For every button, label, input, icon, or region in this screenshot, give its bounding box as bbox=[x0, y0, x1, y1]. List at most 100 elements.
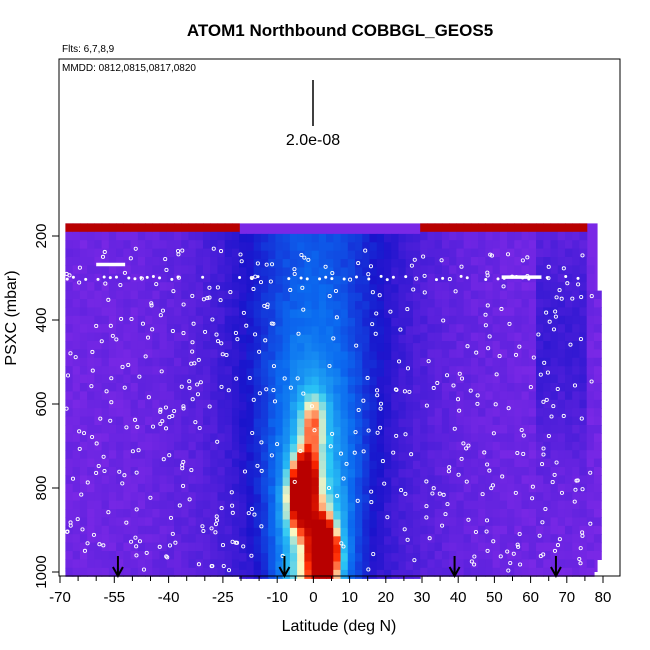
heatmap-cell bbox=[195, 416, 204, 426]
heatmap-cell bbox=[275, 569, 284, 579]
heatmap-cell bbox=[572, 383, 581, 392]
heatmap-cell bbox=[152, 307, 161, 317]
heatmap-cell bbox=[449, 492, 457, 502]
heatmap-cell bbox=[427, 349, 436, 359]
heatmap-cell bbox=[340, 569, 349, 579]
heatmap-cell bbox=[340, 334, 349, 344]
flight-marker bbox=[394, 433, 399, 438]
heatmap-cell bbox=[499, 408, 508, 418]
heatmap-cell bbox=[355, 250, 363, 260]
heatmap-cell bbox=[260, 233, 269, 243]
heatmap-cell bbox=[507, 332, 515, 342]
heatmap-cell bbox=[65, 391, 74, 401]
heatmap-cell bbox=[260, 544, 269, 554]
heatmap-cell bbox=[427, 299, 436, 308]
flight-marker bbox=[241, 544, 246, 549]
heatmap-cell bbox=[478, 399, 486, 409]
heatmap-cell bbox=[224, 433, 233, 443]
heatmap-cell bbox=[536, 416, 544, 426]
flight-marker bbox=[457, 408, 462, 413]
heatmap-cell bbox=[391, 401, 400, 411]
heatmap-cell bbox=[145, 559, 153, 569]
heatmap-cell bbox=[499, 559, 508, 569]
heatmap-cell bbox=[224, 307, 233, 317]
heatmap-cell bbox=[289, 401, 298, 411]
heatmap-cell bbox=[210, 525, 219, 535]
heatmap-cell bbox=[572, 282, 581, 292]
heatmap-cell bbox=[311, 385, 320, 395]
heatmap-cell bbox=[593, 290, 602, 300]
flight-marker bbox=[538, 554, 543, 559]
heatmap-cell bbox=[174, 357, 182, 367]
heatmap-cell bbox=[145, 441, 153, 451]
heatmap-cell bbox=[181, 433, 190, 443]
heatmap-cell bbox=[123, 534, 132, 544]
heatmap-cell bbox=[65, 492, 74, 502]
heatmap-cell bbox=[376, 326, 385, 336]
heatmap-cell bbox=[246, 326, 255, 336]
heatmap-cell bbox=[188, 509, 197, 518]
heatmap-cell bbox=[181, 458, 190, 468]
heatmap-cell bbox=[543, 542, 552, 552]
heatmap-cell bbox=[369, 284, 378, 294]
heatmap-cell bbox=[79, 315, 88, 325]
heatmap-cell bbox=[557, 223, 566, 233]
heatmap-cell bbox=[260, 301, 269, 311]
heatmap-cell bbox=[434, 357, 443, 367]
heatmap-cell bbox=[65, 475, 74, 485]
heatmap-cell bbox=[94, 282, 103, 292]
heatmap-cell bbox=[492, 483, 501, 493]
heatmap-cell bbox=[311, 401, 320, 411]
heatmap-cell bbox=[376, 250, 385, 260]
heatmap-cell bbox=[449, 341, 457, 350]
heatmap-cell bbox=[499, 509, 508, 518]
heatmap-cell bbox=[130, 324, 139, 334]
heatmap-cell bbox=[507, 441, 515, 451]
heatmap-cell bbox=[137, 366, 146, 376]
heatmap-cell bbox=[202, 559, 211, 569]
heatmap-cell bbox=[239, 301, 248, 311]
heatmap-cell bbox=[275, 351, 284, 361]
heatmap-cell bbox=[72, 282, 81, 292]
heatmap-cell bbox=[282, 275, 291, 285]
flight-marker bbox=[195, 382, 200, 387]
heatmap-cell bbox=[362, 435, 371, 445]
heatmap-cell bbox=[246, 410, 255, 420]
heatmap-cell bbox=[87, 559, 95, 569]
heatmap-cell bbox=[181, 509, 190, 518]
heatmap-cell bbox=[275, 326, 284, 336]
heatmap-cell bbox=[593, 425, 602, 434]
heatmap-cell bbox=[94, 500, 103, 510]
heatmap-cell bbox=[564, 315, 573, 325]
flight-marker bbox=[366, 272, 371, 277]
heatmap-cell bbox=[376, 553, 385, 563]
heatmap-cell bbox=[456, 551, 465, 560]
heatmap-cell bbox=[492, 223, 501, 233]
heatmap-cell bbox=[181, 332, 190, 342]
heatmap-cell bbox=[449, 534, 457, 544]
heatmap-cell bbox=[492, 509, 501, 518]
heatmap-cell bbox=[166, 509, 175, 518]
flight-marker bbox=[198, 380, 203, 385]
heatmap-cell bbox=[174, 231, 182, 241]
flight-marker bbox=[354, 343, 359, 348]
heatmap-cell bbox=[101, 551, 110, 560]
heatmap-cell bbox=[470, 223, 479, 233]
heatmap-cell bbox=[72, 425, 81, 434]
flight-marker bbox=[505, 549, 510, 554]
heatmap-cell bbox=[485, 332, 494, 342]
flight-marker bbox=[149, 301, 154, 306]
heatmap-cell bbox=[441, 332, 450, 342]
flight-marker bbox=[541, 452, 546, 457]
heatmap-cell bbox=[72, 416, 81, 426]
heatmap-cell bbox=[564, 324, 573, 334]
heatmap-cell bbox=[181, 425, 190, 434]
heatmap-cell bbox=[101, 425, 110, 434]
heatmap-cell bbox=[166, 366, 175, 376]
heatmap-cell bbox=[94, 483, 103, 493]
heatmap-cell bbox=[355, 553, 363, 563]
flight-marker bbox=[167, 543, 173, 548]
heatmap-cell bbox=[202, 408, 211, 418]
heatmap-cell bbox=[362, 410, 371, 420]
